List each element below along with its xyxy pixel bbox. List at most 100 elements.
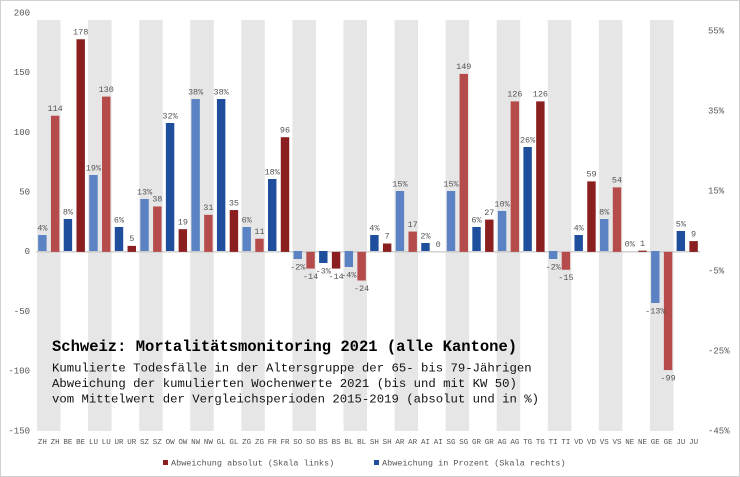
bar — [663, 251, 673, 371]
bar — [140, 199, 149, 251]
x-tick-label: AR — [395, 439, 405, 447]
value-label: 149 — [456, 62, 471, 72]
value-label: 15% — [392, 179, 408, 189]
x-tick-label: BE — [76, 439, 86, 447]
value-label: 54 — [612, 176, 622, 186]
legend-swatch — [163, 460, 168, 465]
x-tick-label: LU — [89, 439, 98, 447]
y-tick-label: -100 — [8, 367, 30, 377]
value-label: -14 — [328, 272, 343, 282]
bar — [204, 214, 213, 252]
bar — [229, 210, 239, 252]
x-tick-label: AG — [498, 439, 508, 447]
bar — [191, 99, 200, 251]
value-label: 178 — [73, 28, 88, 38]
bar — [306, 251, 315, 269]
annotation: Kumulierte Todesfälle in der Altersgrupp… — [52, 361, 532, 375]
bar — [357, 251, 366, 281]
value-label: 4% — [574, 223, 585, 233]
bar — [216, 99, 226, 251]
bar — [587, 181, 596, 252]
x-tick-label: LU — [102, 439, 111, 447]
value-label: 26% — [520, 135, 536, 145]
x-tick-label: GL — [217, 439, 227, 447]
annotation: vom Mittelwert der Vergleichsperioden 20… — [52, 392, 539, 406]
value-label: 130 — [99, 85, 114, 95]
bar — [38, 235, 47, 251]
bar — [523, 147, 532, 251]
x-tick-label: TG — [536, 439, 546, 447]
value-label: 32% — [162, 111, 178, 121]
value-label: -2% — [290, 262, 306, 272]
value-label: 7 — [385, 232, 390, 242]
x-tick-label: TG — [523, 439, 533, 447]
x-tick-label: SZ — [153, 439, 163, 447]
value-label: 27 — [484, 208, 494, 218]
bar — [319, 251, 328, 263]
x-tick-label: GE — [651, 439, 661, 447]
bar — [548, 251, 558, 259]
value-label: 4% — [37, 223, 48, 233]
bar — [395, 191, 405, 251]
x-tick-label: VD — [574, 439, 584, 447]
x-tick-label: BL — [344, 439, 354, 447]
bar — [268, 179, 277, 251]
x-tick-label: TI — [549, 439, 558, 447]
bar — [382, 243, 392, 252]
value-label: 38% — [213, 87, 229, 97]
x-tick-label: BE — [63, 439, 73, 447]
x-tick-label: ZG — [255, 439, 265, 447]
value-label: -14 — [303, 272, 318, 282]
bar — [638, 250, 647, 252]
legend-label: Abweichung in Prozent (Skala rechts) — [382, 458, 566, 468]
chart-title: Schweiz: Mortalitätsmonitoring 2021 (all… — [52, 338, 517, 356]
value-label: -4% — [341, 270, 357, 280]
x-tick-label: FR — [280, 439, 290, 447]
bar — [89, 175, 98, 251]
y-tick-label: 0 — [25, 247, 30, 257]
value-label: 8% — [63, 207, 74, 217]
y-tick-label: -150 — [8, 426, 30, 436]
x-tick-label: UR — [127, 439, 137, 447]
value-label: -2% — [545, 262, 561, 272]
bar — [280, 137, 290, 252]
value-label: 17 — [408, 220, 418, 230]
value-label: 5 — [129, 234, 134, 244]
value-label: 10% — [494, 199, 510, 209]
bar — [421, 243, 430, 251]
value-label: 38% — [188, 87, 204, 97]
bar — [485, 219, 494, 252]
bar — [676, 231, 686, 251]
x-tick-label: NW — [204, 439, 214, 447]
y2-tick-label: -45% — [708, 426, 730, 436]
x-tick-label: TI — [561, 439, 570, 447]
value-label: -13% — [645, 306, 666, 316]
x-tick-label: BL — [357, 439, 367, 447]
bar — [651, 251, 660, 303]
value-label: 6% — [242, 215, 253, 225]
y2-tick-label: -5% — [708, 266, 725, 276]
x-tick-label: SG — [446, 439, 456, 447]
annotation: Abweichung der kumulierten Wochenwerte 2… — [52, 377, 517, 391]
value-label: -24 — [354, 284, 369, 294]
canton-band — [547, 20, 572, 431]
y-tick-label: 50 — [19, 188, 30, 198]
x-tick-label: GR — [485, 439, 495, 447]
value-label: 19 — [178, 217, 188, 227]
bar — [114, 227, 124, 251]
value-label: 2% — [420, 231, 431, 241]
x-tick-label: SH — [370, 439, 379, 447]
x-tick-label: VS — [600, 439, 610, 447]
value-label: 9 — [691, 229, 696, 239]
canton-band — [343, 20, 367, 431]
canton-band — [139, 20, 163, 431]
bar — [472, 227, 481, 251]
value-label: 11 — [254, 227, 264, 237]
bar — [255, 238, 264, 252]
value-label: 15% — [443, 179, 459, 189]
x-tick-label: AG — [510, 439, 520, 447]
x-tick-label: SH — [383, 439, 392, 447]
x-tick-label: AI — [434, 439, 443, 447]
x-tick-label: AI — [421, 439, 430, 447]
